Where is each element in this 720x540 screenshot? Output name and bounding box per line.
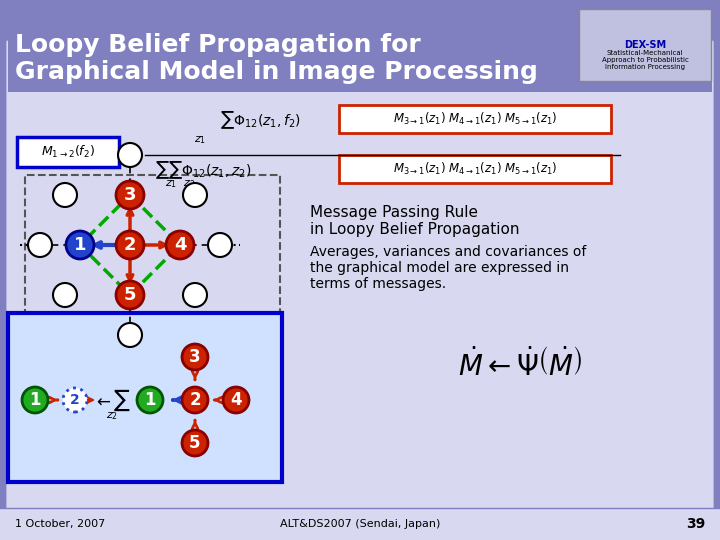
Text: Averages, variances and covariances of
the graphical model are expressed in
term: Averages, variances and covariances of t… — [310, 245, 586, 292]
Circle shape — [223, 387, 249, 413]
Circle shape — [63, 388, 87, 412]
FancyBboxPatch shape — [5, 39, 715, 513]
Text: 5: 5 — [124, 286, 136, 304]
Text: 2: 2 — [70, 393, 80, 407]
Text: 1 October, 2007: 1 October, 2007 — [15, 519, 105, 529]
Text: 3: 3 — [124, 186, 136, 204]
Circle shape — [118, 323, 142, 347]
Bar — [25, 175, 280, 315]
FancyBboxPatch shape — [17, 137, 119, 167]
Text: 1: 1 — [73, 236, 86, 254]
Circle shape — [66, 231, 94, 259]
Text: $\sum \Phi_{12}(z_1, f_2)$: $\sum \Phi_{12}(z_1, f_2)$ — [220, 109, 301, 131]
Circle shape — [116, 281, 144, 309]
Text: 4: 4 — [230, 391, 242, 409]
Circle shape — [183, 283, 207, 307]
Text: 1: 1 — [30, 391, 41, 409]
FancyBboxPatch shape — [579, 9, 711, 81]
Circle shape — [166, 231, 194, 259]
Circle shape — [22, 387, 48, 413]
Bar — [0, 508, 720, 540]
Text: 4: 4 — [174, 236, 186, 254]
Text: 2: 2 — [189, 391, 201, 409]
Circle shape — [183, 183, 207, 207]
Text: Statistical-Mechanical
Approach to Probabilistic
Information Processing: Statistical-Mechanical Approach to Proba… — [602, 50, 688, 70]
Circle shape — [116, 231, 144, 259]
Circle shape — [182, 430, 208, 456]
FancyBboxPatch shape — [339, 105, 611, 133]
Bar — [8, 2, 712, 92]
Text: $\sum\sum \Phi_{12}(z_1, z_2)$: $\sum\sum \Phi_{12}(z_1, z_2)$ — [155, 159, 252, 181]
Text: $M_{1\rightarrow2}(f_2)$: $M_{1\rightarrow2}(f_2)$ — [41, 144, 95, 160]
FancyBboxPatch shape — [8, 313, 282, 482]
Text: 1: 1 — [144, 391, 156, 409]
Text: $z_1$: $z_1$ — [194, 134, 206, 146]
Circle shape — [182, 387, 208, 413]
Circle shape — [28, 233, 52, 257]
Text: $z_1\ \ z_2$: $z_1\ \ z_2$ — [165, 178, 195, 190]
Text: DEX-SM: DEX-SM — [624, 40, 666, 50]
Text: $z_2$: $z_2$ — [106, 410, 118, 422]
Text: 2: 2 — [124, 236, 136, 254]
FancyBboxPatch shape — [339, 155, 611, 183]
Text: $\dot{M} \leftarrow \dot{\Psi}\left(\dot{M}\right)$: $\dot{M} \leftarrow \dot{\Psi}\left(\dot… — [458, 348, 582, 382]
Circle shape — [53, 183, 77, 207]
Text: Message Passing Rule
in Loopy Belief Propagation: Message Passing Rule in Loopy Belief Pro… — [310, 205, 520, 238]
Circle shape — [208, 233, 232, 257]
Text: $M_{3\rightarrow1}(z_1)\ M_{4\rightarrow1}(z_1)\ M_{5\rightarrow1}(z_1)$: $M_{3\rightarrow1}(z_1)\ M_{4\rightarrow… — [392, 111, 557, 127]
Text: Graphical Model in Image Processing: Graphical Model in Image Processing — [15, 60, 538, 84]
Text: $\leftarrow \sum$: $\leftarrow \sum$ — [93, 387, 131, 413]
Text: 5: 5 — [189, 434, 201, 452]
Text: Loopy Belief Propagation for: Loopy Belief Propagation for — [15, 33, 420, 57]
Circle shape — [118, 143, 142, 167]
Circle shape — [116, 181, 144, 209]
Circle shape — [53, 283, 77, 307]
Text: $M_{3\rightarrow1}(z_1)\ M_{4\rightarrow1}(z_1)\ M_{5\rightarrow1}(z_1)$: $M_{3\rightarrow1}(z_1)\ M_{4\rightarrow… — [392, 161, 557, 177]
Text: 3: 3 — [189, 348, 201, 366]
Text: 39: 39 — [685, 517, 705, 531]
Circle shape — [137, 387, 163, 413]
Text: ALT&DS2007 (Sendai, Japan): ALT&DS2007 (Sendai, Japan) — [280, 519, 440, 529]
Circle shape — [182, 344, 208, 370]
